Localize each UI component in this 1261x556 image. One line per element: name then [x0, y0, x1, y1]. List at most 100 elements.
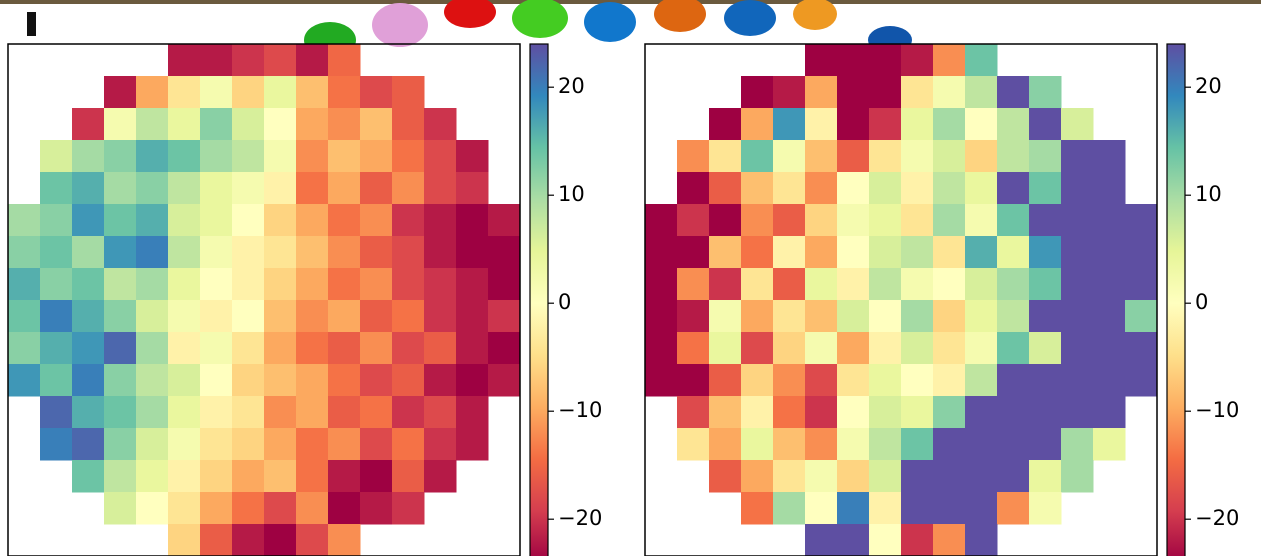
heatmap-cell	[901, 268, 934, 301]
heatmap-cell	[200, 460, 233, 493]
heatmap-cell	[677, 268, 710, 301]
heatmap-cell	[645, 268, 678, 301]
heatmap-cell	[1125, 332, 1158, 365]
colorbar	[1167, 44, 1185, 556]
heatmap-cell	[296, 332, 329, 365]
heatmap-cell	[805, 332, 838, 365]
heatmap-cell	[933, 492, 966, 525]
heatmap-cell	[264, 364, 297, 397]
heatmap-cell	[424, 172, 457, 205]
heatmap-cell	[232, 460, 265, 493]
heatmap-cell	[136, 332, 169, 365]
heatmap-cell	[104, 236, 137, 269]
heatmap-cell	[869, 76, 902, 109]
heatmap-cell	[869, 492, 902, 525]
heatmap-cell	[72, 300, 105, 333]
colorbar	[530, 44, 548, 556]
heatmap-cell	[997, 300, 1030, 333]
heatmap-cell	[456, 204, 489, 237]
heatmap-cell	[264, 140, 297, 173]
heatmap-cell	[424, 428, 457, 461]
heatmap-cell	[296, 140, 329, 173]
heatmap-cell	[200, 108, 233, 141]
heatmap-cell	[965, 108, 998, 141]
heatmap-cell	[741, 204, 774, 237]
heatmap-cell	[837, 204, 870, 237]
heatmap-cell	[328, 140, 361, 173]
heatmap-cell	[360, 332, 393, 365]
heatmap-cell	[392, 332, 425, 365]
heatmap-cell	[805, 140, 838, 173]
heatmap-cell	[392, 76, 425, 109]
heatmap-cell	[1029, 428, 1062, 461]
heatmap-cell	[72, 204, 105, 237]
heatmap-cell	[232, 44, 265, 77]
heatmap-cell	[168, 428, 201, 461]
heatmap-cell	[773, 108, 806, 141]
heatmap-cell	[168, 140, 201, 173]
heatmap-cell	[997, 172, 1030, 205]
heatmap-cell	[1061, 428, 1094, 461]
heatmap-cell	[72, 396, 105, 429]
heatmap-cell	[168, 364, 201, 397]
heatmap-cell	[296, 76, 329, 109]
heatmap-cell	[8, 204, 41, 237]
heatmap-cell	[296, 396, 329, 429]
heatmap-cell	[1029, 492, 1062, 525]
heatmap-cell	[392, 268, 425, 301]
heatmap-cell	[40, 140, 73, 173]
heatmap-cell	[901, 428, 934, 461]
heatmap-cell	[168, 236, 201, 269]
heatmap-cell	[901, 172, 934, 205]
heatmap-cell	[837, 44, 870, 77]
heatmap-cell	[965, 460, 998, 493]
heatmap-cell	[965, 44, 998, 77]
heatmap-cell	[773, 236, 806, 269]
heatmap-cell	[709, 172, 742, 205]
heatmap-cell	[1029, 332, 1062, 365]
heatmap-cell	[965, 428, 998, 461]
heatmap-cell	[392, 140, 425, 173]
heatmap-cell	[1093, 140, 1126, 173]
heatmap-cell	[741, 300, 774, 333]
heatmap-cell	[709, 428, 742, 461]
heatmap-cell	[901, 364, 934, 397]
colorbar-tick-label: 10	[1195, 182, 1222, 206]
heatmap-cell	[424, 332, 457, 365]
heatmap-cell	[1093, 428, 1126, 461]
heatmap-cell	[773, 76, 806, 109]
heatmap-cell	[805, 268, 838, 301]
heatmap-cell	[392, 460, 425, 493]
heatmap-cell	[232, 428, 265, 461]
heatmap-cell	[392, 108, 425, 141]
heatmap-cell	[8, 364, 41, 397]
heatmap-cell	[805, 300, 838, 333]
heatmap-cell	[264, 332, 297, 365]
heatmap-cell	[901, 492, 934, 525]
chart: −20−1001020−20−1001020	[0, 0, 1261, 556]
heatmap-cell	[741, 172, 774, 205]
heatmap-cell	[709, 108, 742, 141]
heatmap-cell	[264, 460, 297, 493]
heatmap-cell	[232, 364, 265, 397]
heatmap-cell	[488, 236, 521, 269]
heatmap-cell	[168, 492, 201, 525]
heatmap-cell	[136, 492, 169, 525]
heatmap-cell	[933, 236, 966, 269]
heatmap-cell	[773, 172, 806, 205]
heatmap-cell	[869, 332, 902, 365]
heatmap-cell	[741, 332, 774, 365]
heatmap-cell	[328, 108, 361, 141]
colorbar-tick-label: −20	[1195, 506, 1239, 530]
colorbar-tick-label: 20	[558, 74, 585, 98]
heatmap-cell	[997, 460, 1030, 493]
heatmap-cell	[869, 364, 902, 397]
heatmap-cell	[232, 204, 265, 237]
heatmap-cell	[200, 44, 233, 77]
heatmap-cell	[424, 300, 457, 333]
heatmap-cell	[901, 524, 934, 556]
heatmap-cell	[104, 108, 137, 141]
heatmap-cell	[328, 396, 361, 429]
heatmap-cell	[1061, 268, 1094, 301]
heatmap-cell	[709, 300, 742, 333]
